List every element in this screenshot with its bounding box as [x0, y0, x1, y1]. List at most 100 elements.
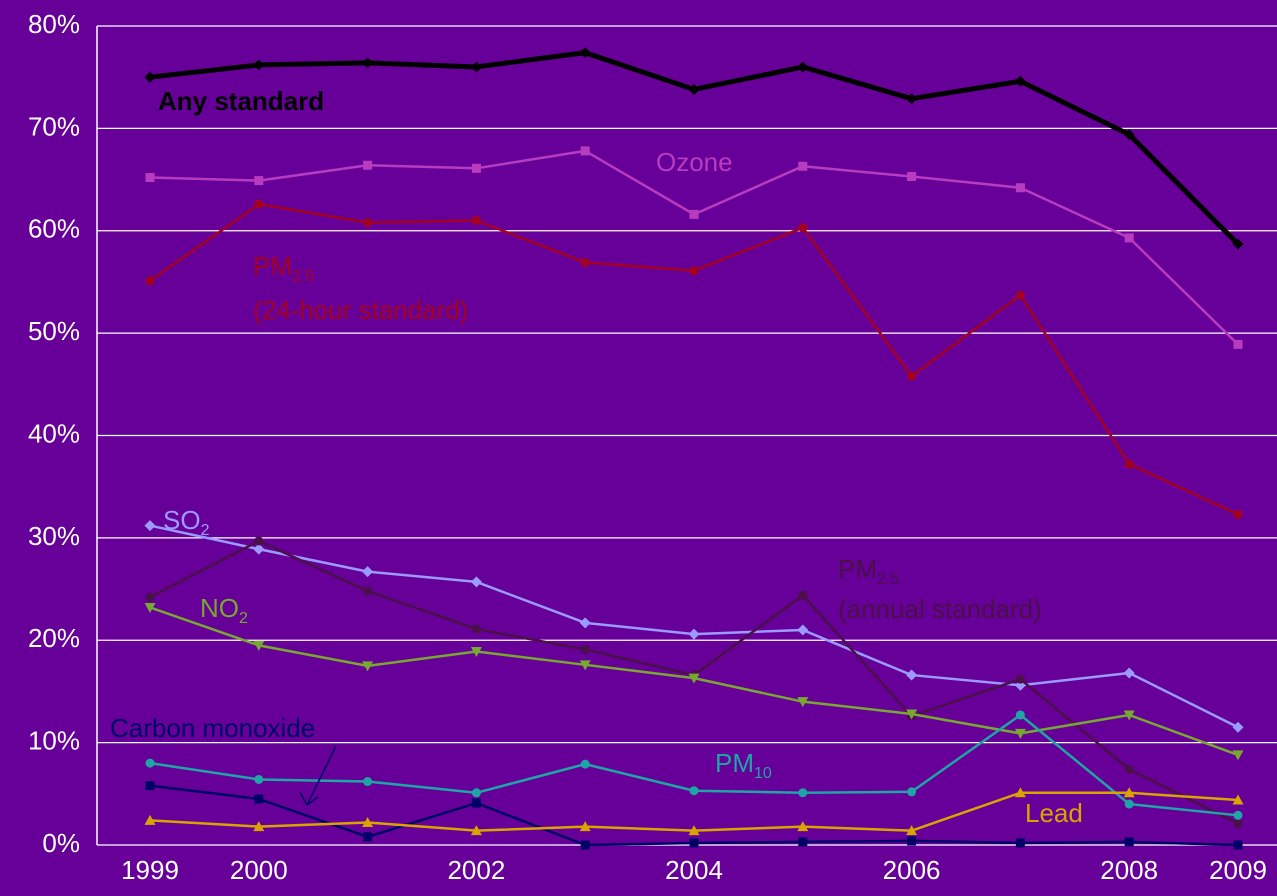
point	[689, 786, 699, 796]
point	[253, 543, 265, 555]
label-sub: 2	[201, 522, 210, 539]
label-sub: 2	[239, 610, 248, 627]
point	[1015, 838, 1025, 848]
y-tick-label: 70%	[28, 111, 80, 141]
point	[580, 644, 590, 654]
point	[579, 821, 591, 832]
series-label: Any standard	[158, 86, 324, 116]
point	[145, 276, 155, 286]
point	[471, 163, 481, 173]
x-tick-label: 1999	[121, 855, 179, 885]
point	[363, 586, 373, 596]
point	[579, 47, 591, 59]
point	[253, 821, 265, 832]
point	[797, 61, 809, 73]
point	[144, 602, 156, 613]
point	[1015, 674, 1025, 684]
label-sub: 2.5	[292, 268, 314, 285]
x-tick-label: 2004	[665, 855, 723, 885]
y-tick-label: 0%	[42, 828, 80, 858]
point	[798, 223, 808, 233]
point	[688, 628, 700, 640]
point	[145, 758, 155, 768]
point	[1232, 794, 1244, 805]
point	[470, 61, 482, 73]
point	[362, 661, 374, 672]
series-label: PM2.5	[838, 554, 899, 588]
series-label: PM2.5	[253, 251, 314, 285]
label-main: Any standard	[158, 86, 324, 116]
point	[362, 566, 374, 578]
point	[579, 660, 591, 671]
label-main: Ozone	[656, 147, 733, 177]
point	[254, 774, 264, 784]
y-tick-label: 50%	[28, 316, 80, 346]
point	[689, 266, 699, 276]
point	[907, 836, 917, 846]
point	[471, 788, 481, 798]
x-tick-label: 2008	[1100, 855, 1158, 885]
series-label-line2: (24-hour standard)	[253, 295, 468, 325]
point	[689, 838, 699, 848]
y-tick-label: 20%	[28, 623, 80, 653]
point	[580, 257, 590, 267]
point	[798, 161, 808, 171]
label-sub: 10	[754, 765, 772, 782]
point	[688, 825, 700, 836]
point	[1014, 787, 1026, 798]
point	[471, 798, 481, 808]
point	[254, 794, 264, 804]
series-label-line2: (annual standard)	[838, 594, 1042, 624]
point	[363, 160, 373, 170]
x-tick-label: 2002	[447, 855, 505, 885]
point	[1232, 721, 1244, 733]
point	[363, 777, 373, 787]
point	[580, 840, 590, 850]
point	[470, 825, 482, 836]
label-main: SO	[163, 505, 201, 535]
point	[1124, 764, 1134, 774]
y-tick-label: 80%	[28, 9, 80, 39]
point	[253, 59, 265, 71]
series-line	[149, 202, 1239, 516]
series-label: SO2	[163, 505, 210, 539]
point	[907, 371, 917, 381]
x-tick-label: 2006	[883, 855, 941, 885]
point	[471, 216, 481, 226]
point	[907, 787, 917, 797]
point	[254, 176, 264, 186]
point	[144, 520, 156, 532]
point	[579, 617, 591, 629]
point	[1123, 667, 1135, 679]
point	[580, 146, 590, 156]
label-main: PM	[715, 748, 754, 778]
label-arrow	[307, 745, 337, 804]
point	[906, 825, 918, 836]
y-tick-label: 10%	[28, 726, 80, 756]
label-main: PM	[253, 251, 292, 281]
point	[1123, 710, 1135, 721]
y-tick-label: 60%	[28, 214, 80, 244]
label-main: PM	[838, 554, 877, 584]
point	[688, 673, 700, 684]
point	[1124, 799, 1134, 809]
point	[1014, 75, 1026, 87]
point	[798, 837, 808, 847]
point	[1124, 837, 1134, 847]
label-main: Lead	[1025, 798, 1083, 828]
label-main: Carbon monoxide	[110, 713, 315, 743]
x-tick-label: 2000	[230, 855, 288, 885]
point	[798, 590, 808, 600]
y-tick-label: 40%	[28, 418, 80, 448]
point	[363, 832, 373, 842]
point	[1233, 339, 1243, 349]
point	[253, 640, 265, 651]
label-main: NO	[200, 593, 239, 623]
label-sub: 2.5	[877, 571, 899, 588]
point	[144, 71, 156, 83]
point	[906, 669, 918, 681]
point	[1015, 290, 1025, 300]
y-tick-label: 30%	[28, 521, 80, 551]
point	[1233, 840, 1243, 850]
